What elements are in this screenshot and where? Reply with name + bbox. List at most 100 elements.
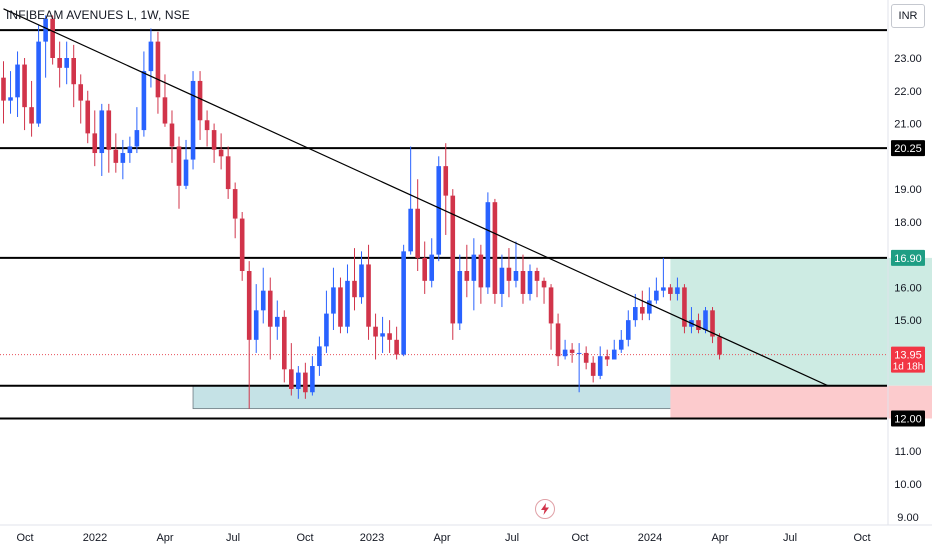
candle-body-37[interactable] bbox=[260, 290, 266, 311]
candle-body-54[interactable] bbox=[380, 333, 385, 337]
candle-body-26[interactable] bbox=[183, 159, 189, 186]
candle-body-38[interactable] bbox=[267, 290, 273, 327]
candle-body-23[interactable] bbox=[162, 97, 168, 124]
candle-body-34[interactable] bbox=[239, 218, 245, 272]
candle-body-17[interactable] bbox=[120, 153, 126, 163]
candle-body-46[interactable] bbox=[324, 313, 329, 347]
candle-body-97[interactable] bbox=[682, 287, 687, 327]
candle-body-64[interactable] bbox=[450, 195, 456, 324]
candle-body-49[interactable] bbox=[345, 280, 350, 327]
candle-body-10[interactable] bbox=[71, 58, 76, 85]
candle-body-63[interactable] bbox=[443, 166, 449, 196]
candle-body-99[interactable] bbox=[696, 320, 701, 330]
candle-body-50[interactable] bbox=[352, 280, 357, 298]
candle-body-59[interactable] bbox=[415, 208, 420, 258]
candle-body-25[interactable] bbox=[176, 146, 182, 186]
candle-body-88[interactable] bbox=[618, 339, 624, 350]
candle-body-20[interactable] bbox=[141, 71, 147, 131]
candle-body-33[interactable] bbox=[232, 189, 238, 219]
candle-body-0[interactable] bbox=[1, 77, 6, 101]
candle-body-68[interactable] bbox=[478, 254, 484, 288]
candle-body-1[interactable] bbox=[8, 97, 13, 101]
candle-body-89[interactable] bbox=[625, 320, 631, 340]
candle-body-77[interactable] bbox=[541, 280, 547, 288]
candle-body-13[interactable] bbox=[92, 133, 98, 154]
candle-body-73[interactable] bbox=[513, 271, 519, 281]
candle-body-7[interactable] bbox=[50, 18, 55, 58]
candle-body-96[interactable] bbox=[675, 287, 680, 294]
candle-body-48[interactable] bbox=[338, 287, 343, 327]
candle-body-69[interactable] bbox=[485, 202, 491, 288]
candle-body-15[interactable] bbox=[106, 110, 112, 150]
candle-body-75[interactable] bbox=[527, 271, 533, 294]
candle-body-70[interactable] bbox=[492, 202, 498, 294]
candle-body-101[interactable] bbox=[710, 310, 715, 337]
candle-body-28[interactable] bbox=[197, 80, 203, 121]
candle-body-74[interactable] bbox=[520, 271, 526, 294]
candle-body-24[interactable] bbox=[169, 123, 175, 147]
candle-body-80[interactable] bbox=[562, 349, 568, 357]
candle-body-91[interactable] bbox=[640, 307, 645, 314]
candle-body-66[interactable] bbox=[464, 271, 470, 281]
candle-body-36[interactable] bbox=[253, 310, 259, 340]
candle-body-76[interactable] bbox=[534, 271, 540, 281]
currency-button[interactable]: INR bbox=[891, 4, 925, 28]
candle-body-3[interactable] bbox=[22, 64, 27, 108]
candle-body-56[interactable] bbox=[394, 339, 399, 355]
candle-body-21[interactable] bbox=[148, 41, 154, 72]
candle-body-11[interactable] bbox=[78, 84, 84, 101]
candle-body-90[interactable] bbox=[633, 307, 638, 321]
candle-body-86[interactable] bbox=[604, 356, 610, 360]
candle-body-100[interactable] bbox=[703, 310, 708, 330]
candle-body-58[interactable] bbox=[408, 208, 413, 252]
candle-body-62[interactable] bbox=[436, 166, 442, 255]
candle-body-55[interactable] bbox=[387, 333, 392, 340]
candle-body-42[interactable] bbox=[296, 372, 301, 389]
candle-body-87[interactable] bbox=[611, 349, 617, 360]
candle-body-4[interactable] bbox=[29, 107, 34, 124]
candle-body-44[interactable] bbox=[310, 366, 315, 393]
candle-body-32[interactable] bbox=[225, 156, 231, 190]
candle-body-53[interactable] bbox=[373, 326, 378, 337]
candle-body-43[interactable] bbox=[303, 372, 308, 393]
candle-body-6[interactable] bbox=[43, 18, 48, 42]
candle-body-60[interactable] bbox=[422, 257, 427, 281]
candle-body-93[interactable] bbox=[654, 290, 659, 301]
candle-body-16[interactable] bbox=[113, 149, 119, 163]
candle-body-71[interactable] bbox=[499, 267, 505, 294]
candle-body-61[interactable] bbox=[429, 254, 435, 281]
candle-body-92[interactable] bbox=[647, 300, 652, 314]
candle-body-84[interactable] bbox=[590, 362, 596, 376]
candle-body-72[interactable] bbox=[506, 267, 512, 281]
candle-body-18[interactable] bbox=[127, 146, 133, 154]
candle-body-9[interactable] bbox=[64, 58, 69, 68]
candle-body-19[interactable] bbox=[134, 130, 140, 147]
candle-body-30[interactable] bbox=[211, 130, 217, 150]
candle-body-40[interactable] bbox=[282, 316, 287, 370]
candle-body-29[interactable] bbox=[204, 120, 210, 131]
lightning-icon[interactable] bbox=[535, 499, 555, 519]
candle-body-82[interactable] bbox=[576, 352, 582, 354]
candle-body-47[interactable] bbox=[331, 287, 336, 314]
trend-line[interactable] bbox=[3, 8, 829, 387]
candle-body-5[interactable] bbox=[36, 41, 41, 124]
candle-body-51[interactable] bbox=[359, 264, 364, 298]
candle-body-67[interactable] bbox=[471, 254, 477, 281]
candle-body-83[interactable] bbox=[583, 352, 589, 363]
candle-body-39[interactable] bbox=[274, 316, 280, 327]
candle-body-102[interactable] bbox=[717, 336, 722, 355]
candle-body-8[interactable] bbox=[57, 58, 62, 68]
candle-body-41[interactable] bbox=[289, 369, 294, 389]
candle-body-79[interactable] bbox=[555, 323, 561, 357]
candle-body-52[interactable] bbox=[366, 264, 371, 327]
candle-body-81[interactable] bbox=[569, 349, 575, 353]
candle-body-94[interactable] bbox=[661, 287, 666, 291]
candle-body-65[interactable] bbox=[457, 271, 463, 324]
candle-body-57[interactable] bbox=[401, 251, 406, 355]
candle-body-95[interactable] bbox=[668, 287, 673, 294]
candle-body-2[interactable] bbox=[15, 64, 20, 98]
candle-body-14[interactable] bbox=[99, 110, 105, 154]
candle-body-78[interactable] bbox=[548, 287, 554, 324]
candle-body-45[interactable] bbox=[317, 346, 322, 367]
